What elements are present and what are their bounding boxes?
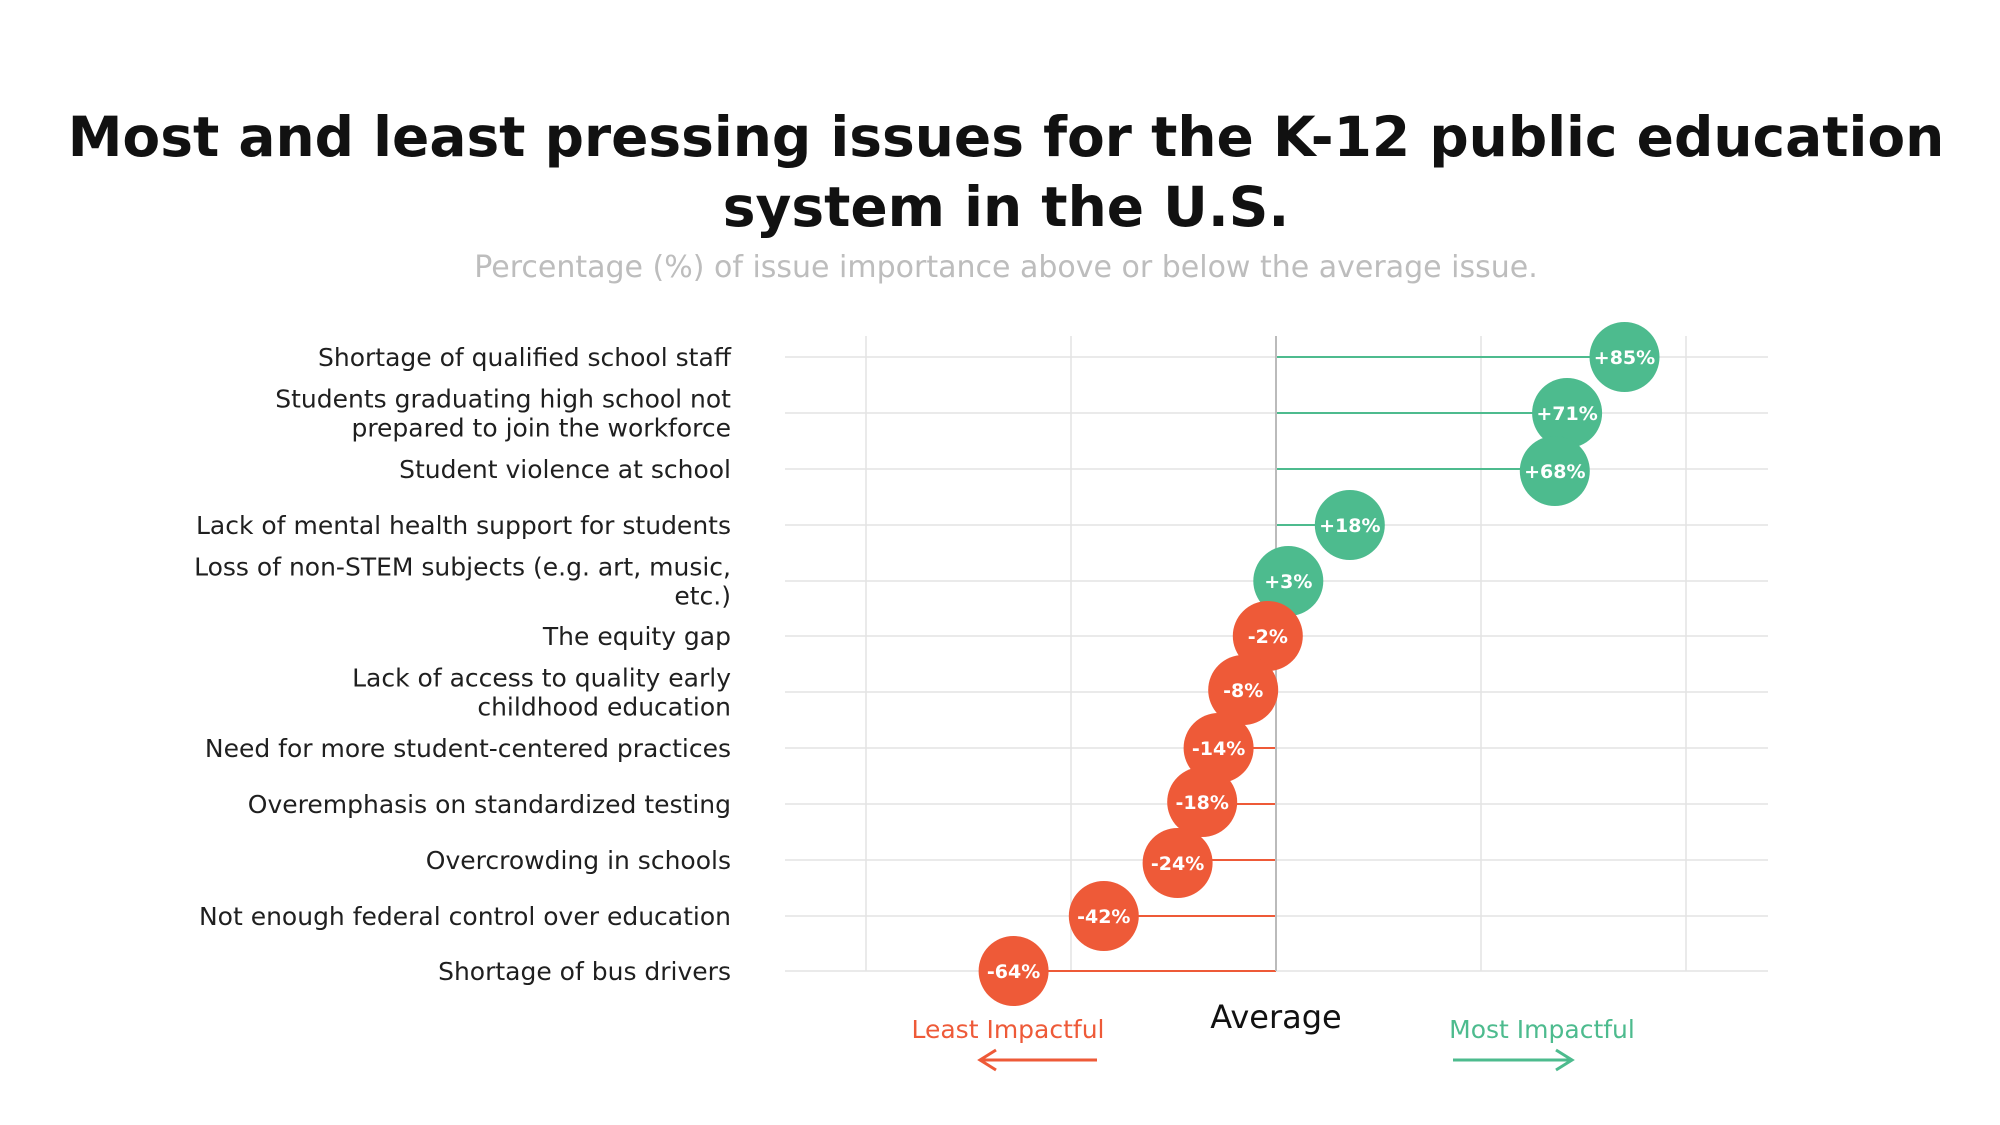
category-label: The equity gap: [542, 622, 731, 651]
category-label: Lack of access to quality early childhood…: [352, 664, 731, 722]
lollipop-bubble: [1314, 490, 1385, 560]
most-impactful-arrow-icon: [1453, 1048, 1575, 1072]
category-label: Overcrowding in schools: [426, 846, 731, 875]
value-label: +3%: [1264, 571, 1312, 593]
value-label: -14%: [1192, 738, 1245, 760]
value-label: +85%: [1594, 347, 1655, 369]
category-label: Shortage of qualified school staff: [318, 343, 732, 372]
lollipop-bubble: [1253, 546, 1324, 616]
lollipop-bubble: [1532, 378, 1603, 448]
value-label: -24%: [1151, 853, 1204, 875]
value-label: -8%: [1223, 680, 1263, 702]
lollipop-bubble: [1142, 828, 1213, 898]
category-label: Not enough federal control over educatio…: [199, 902, 731, 931]
chart-subtitle: Percentage (%) of issue importance above…: [474, 250, 1538, 285]
value-label: +18%: [1319, 515, 1380, 537]
lollipop-bubble: [978, 936, 1049, 1006]
value-label: +68%: [1524, 461, 1585, 483]
lollipop-bubble: [1208, 655, 1279, 725]
most-impactful-label: Most Impactful: [1449, 1015, 1635, 1044]
lollipop-bubbles: +85% +71% +68% +18% +3% -2% -8% -14% -18% -24% -42…: [978, 322, 1660, 1006]
value-label: -18%: [1176, 792, 1229, 814]
least-impactful-label: Least Impactful: [911, 1015, 1104, 1044]
value-label: -42%: [1077, 906, 1130, 928]
category-label: Overemphasis on standardized testing: [248, 790, 731, 819]
vertical-gridlines: [865, 336, 1687, 971]
lollipop-bubble: [1183, 713, 1254, 783]
category-label: Student violence at school: [399, 455, 731, 484]
category-label: Lack of mental health support for studen…: [196, 511, 731, 540]
average-label: Average: [1210, 998, 1341, 1036]
value-label: +71%: [1536, 403, 1597, 425]
lollipop-bubble: [1232, 601, 1303, 671]
lollipop-bubble: [1068, 881, 1139, 951]
chart-title: Most and least pressing issues for the K…: [67, 105, 1945, 239]
category-label: Loss of non-STEM subjects (e.g. art, mus…: [194, 553, 731, 611]
lollipop-bubble: [1167, 767, 1238, 837]
value-label: -64%: [987, 961, 1040, 983]
least-impactful-arrow-icon: [977, 1048, 1097, 1072]
lollipop-bubble: [1589, 322, 1660, 392]
category-label: Shortage of bus drivers: [438, 957, 731, 986]
lollipop-bubble: [1519, 436, 1590, 506]
category-label: Students graduating high school not prepa…: [275, 385, 731, 443]
value-label: -2%: [1248, 626, 1288, 648]
category-label: Need for more student-centered practices: [205, 734, 731, 763]
category-labels: Shortage of qualified school staff Studen…: [194, 343, 732, 986]
